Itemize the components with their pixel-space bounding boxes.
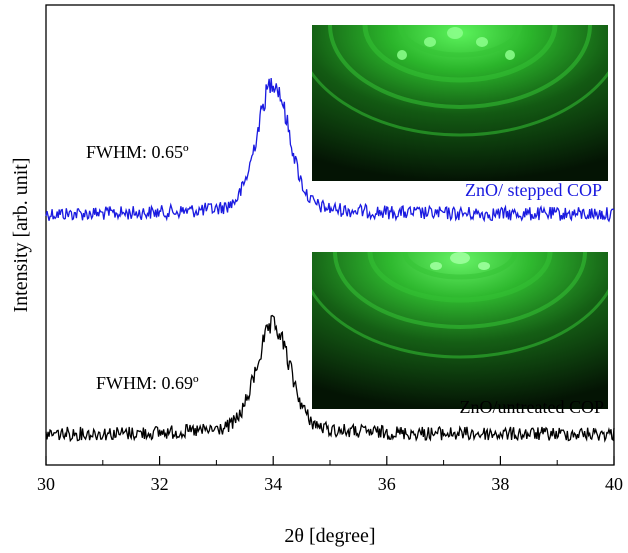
x-axis-label: 2θ [degree] — [284, 525, 375, 547]
series-line-stepped — [45, 77, 615, 223]
x-axis-ticks: 30 32 34 36 38 40 — [37, 456, 623, 494]
x-tick-label: 32 — [151, 474, 169, 494]
series-label-stepped: ZnO/ stepped COP — [465, 180, 602, 200]
x-tick-label: 36 — [378, 474, 396, 494]
x-tick-label: 30 — [37, 474, 55, 494]
series-layer — [45, 77, 615, 443]
y-axis-label: Intensity [arb. unit] — [10, 158, 32, 313]
fwhm-label-untreated: FWHM: 0.69º — [96, 373, 199, 393]
x-tick-label: 40 — [605, 474, 623, 494]
x-tick-label: 34 — [264, 474, 282, 494]
rheed-inset-untreated — [312, 252, 608, 409]
series-label-untreated: ZnO/untreated COP — [460, 397, 604, 417]
rheed-inset-stepped — [312, 25, 608, 181]
fwhm-label-stepped: FWHM: 0.65º — [86, 142, 189, 162]
x-tick-label: 38 — [491, 474, 509, 494]
series-line-untreated — [45, 314, 615, 443]
